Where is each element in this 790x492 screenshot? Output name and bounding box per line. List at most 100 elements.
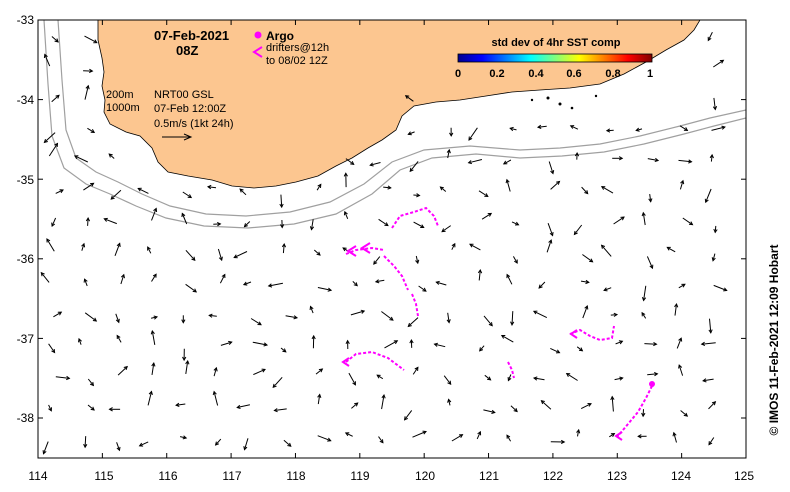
current-arrow-head bbox=[488, 322, 493, 327]
current-arrow-head bbox=[584, 305, 589, 310]
current-arrow bbox=[642, 212, 646, 226]
y-tick-label: -34 bbox=[17, 93, 35, 107]
current-arrow bbox=[581, 186, 589, 194]
current-arrow-head bbox=[683, 127, 689, 131]
colorbar-tick: 0.8 bbox=[605, 68, 620, 80]
current-arrow-head bbox=[387, 185, 392, 190]
current-arrow bbox=[412, 367, 419, 375]
current-arrow-head bbox=[116, 446, 121, 452]
current-arrow-head bbox=[110, 195, 115, 200]
current-arrow-head bbox=[467, 160, 473, 165]
current-arrow-head bbox=[711, 401, 717, 406]
current-arrow bbox=[550, 347, 560, 354]
current-arrow-head bbox=[585, 279, 590, 285]
x-tick-label: 125 bbox=[734, 469, 754, 483]
current-arrow-head bbox=[272, 383, 277, 389]
current-arrow-head bbox=[683, 412, 689, 417]
current-arrow bbox=[582, 254, 593, 263]
current-arrow bbox=[316, 184, 322, 191]
current-arrow-head bbox=[137, 187, 142, 192]
current-arrow bbox=[582, 305, 588, 319]
current-arrow-head bbox=[389, 316, 394, 321]
current-arrow-head bbox=[458, 434, 464, 438]
current-arrow bbox=[447, 149, 450, 159]
current-arrow bbox=[481, 212, 492, 220]
current-arrow bbox=[87, 217, 89, 226]
current-arrow-head bbox=[263, 342, 269, 347]
current-arrow bbox=[550, 181, 560, 190]
current-arrow-head bbox=[42, 450, 47, 455]
current-arrow bbox=[484, 374, 491, 381]
current-arrow-head bbox=[404, 95, 410, 100]
current-arrow-head bbox=[506, 434, 511, 439]
current-arrow-head bbox=[175, 402, 180, 407]
current-arrow bbox=[44, 54, 51, 67]
current-arrow-head bbox=[343, 172, 348, 177]
current-arrow bbox=[48, 343, 56, 353]
current-arrow bbox=[181, 213, 188, 225]
current-arrow-head bbox=[152, 273, 157, 278]
current-arrow bbox=[348, 372, 356, 386]
current-arrow-head bbox=[507, 377, 512, 382]
current-arrow bbox=[712, 253, 716, 261]
current-arrow bbox=[43, 441, 49, 454]
current-arrow-head bbox=[287, 442, 292, 447]
current-arrow-head bbox=[713, 228, 718, 234]
current-arrow-head bbox=[700, 341, 706, 347]
current-arrow bbox=[313, 249, 321, 256]
current-arrow-head bbox=[243, 446, 248, 451]
current-arrow-head bbox=[509, 126, 514, 132]
current-arrow bbox=[250, 318, 262, 326]
current-arrow-head bbox=[487, 212, 493, 217]
current-arrow-head bbox=[469, 243, 474, 248]
current-arrow-head bbox=[584, 190, 589, 195]
y-tick-label: -33 bbox=[17, 13, 35, 27]
current-arrow bbox=[40, 272, 50, 283]
current-arrow bbox=[46, 238, 55, 252]
current-arrow bbox=[384, 340, 398, 349]
current-arrow-head bbox=[447, 398, 452, 403]
drifter-track bbox=[383, 255, 409, 291]
current-arrow bbox=[511, 221, 519, 226]
x-tick-label: 117 bbox=[222, 469, 241, 483]
current-arrow-head bbox=[420, 224, 425, 228]
current-arrow-head bbox=[373, 260, 378, 265]
x-tick-label: 121 bbox=[479, 469, 499, 483]
current-arrow-head bbox=[407, 131, 412, 136]
axis-ticks bbox=[37, 19, 747, 458]
current-arrow bbox=[713, 284, 727, 291]
current-arrow bbox=[611, 396, 614, 412]
current-arrow-head bbox=[73, 155, 79, 160]
current-arrow bbox=[87, 378, 94, 386]
current-arrow bbox=[350, 310, 365, 316]
current-arrow bbox=[108, 153, 115, 159]
current-arrow bbox=[311, 219, 314, 230]
current-arrow-head bbox=[214, 441, 220, 446]
current-arrow-head bbox=[360, 309, 366, 314]
x-tick-label: 114 bbox=[28, 469, 47, 483]
current-arrow-head bbox=[446, 319, 451, 324]
current-arrow-head bbox=[236, 404, 241, 409]
colorbar bbox=[457, 53, 653, 63]
current-arrow bbox=[280, 194, 283, 208]
current-arrow-head bbox=[281, 242, 287, 248]
current-arrow bbox=[510, 405, 518, 412]
drifter-marker bbox=[341, 357, 350, 367]
drifter-marker bbox=[569, 329, 578, 339]
colorbar-tick: 0.4 bbox=[528, 68, 544, 80]
current-arrow bbox=[506, 179, 511, 192]
current-arrow bbox=[219, 274, 226, 284]
current-arrow bbox=[436, 281, 447, 286]
current-arrow-head bbox=[54, 142, 59, 148]
current-arrow bbox=[601, 244, 612, 257]
current-arrow bbox=[283, 439, 292, 447]
current-arrow bbox=[708, 437, 715, 445]
current-arrow bbox=[268, 282, 283, 287]
current-arrow bbox=[151, 273, 157, 282]
isobath-label-200m: 200m bbox=[106, 89, 134, 101]
x-tick-label: 118 bbox=[286, 469, 305, 483]
current-arrow-head bbox=[635, 127, 640, 132]
current-arrow-head bbox=[384, 222, 389, 227]
map-date: 07-Feb-2021 bbox=[154, 28, 229, 43]
isobath-1000m bbox=[43, 20, 746, 229]
